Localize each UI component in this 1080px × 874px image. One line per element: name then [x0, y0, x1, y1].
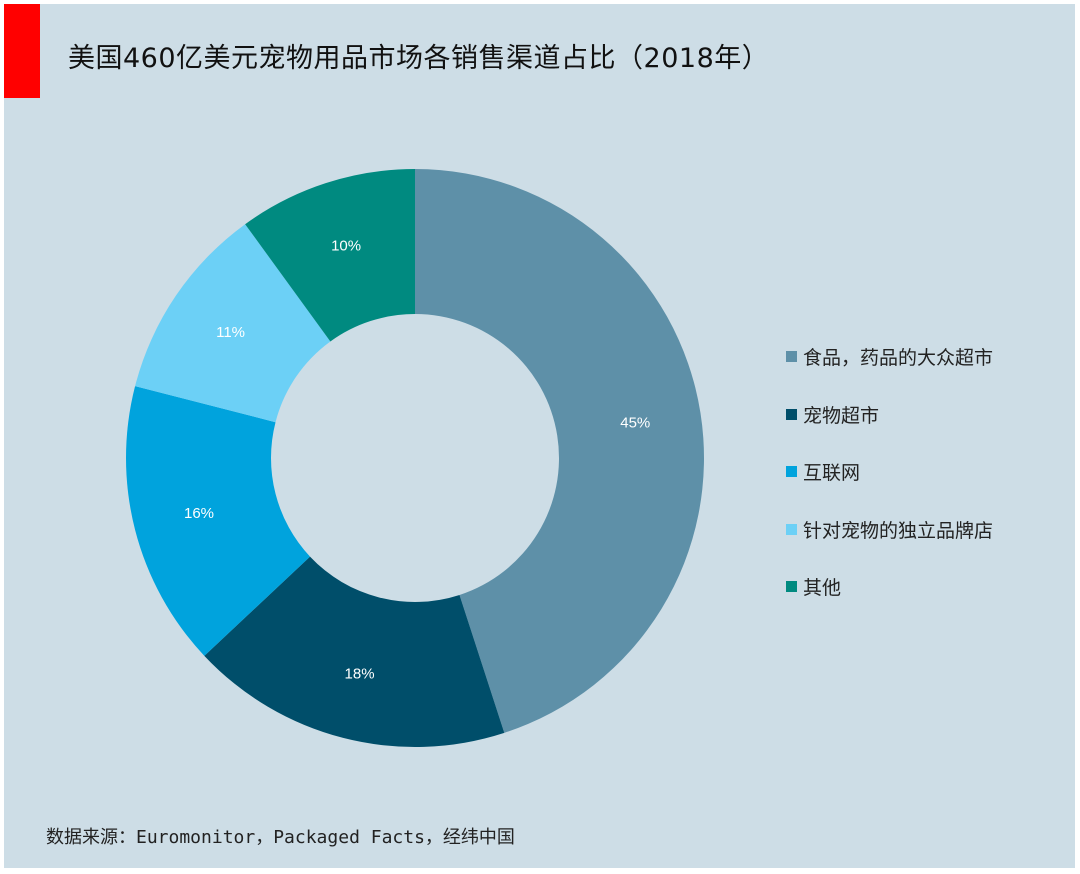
slice-label-5: 10% — [331, 237, 361, 254]
legend-swatch — [786, 466, 797, 477]
title-accent-bar — [4, 4, 40, 98]
legend-label: 宠物超市 — [803, 404, 880, 427]
slice-label-4: 11% — [216, 324, 245, 341]
legend-label: 其他 — [803, 577, 842, 599]
donut-slice-2 — [204, 556, 505, 748]
donut-slice-4 — [135, 224, 331, 423]
legend-item-1: 食品，药品的大众超市 — [786, 342, 993, 371]
donut-slice-1 — [415, 169, 704, 733]
slice-label-1: 45% — [620, 415, 650, 432]
legend-label: 食品，药品的大众超市 — [803, 347, 994, 369]
legend-item-4: 针对宠物的独立品牌店 — [786, 515, 993, 544]
source-note: 数据来源：Euromonitor，Packaged Facts，经纬中国 — [46, 827, 515, 848]
donut-slice-5 — [245, 169, 415, 342]
legend-swatch — [786, 581, 797, 592]
chart-legend: 食品，药品的大众超市 宠物超市互联网针对宠物的独立品牌店 其他 — [786, 342, 993, 630]
legend-item-5: 其他 — [786, 572, 993, 601]
legend-item-3: 互联网 — [786, 457, 993, 486]
legend-label: 针对宠物的独立品牌店 — [803, 519, 994, 542]
legend-swatch — [786, 351, 797, 362]
legend-swatch — [786, 408, 797, 420]
slice-label-3: 16% — [184, 505, 214, 522]
legend-item-2: 宠物超市 — [786, 400, 993, 429]
donut-slice-3 — [126, 386, 311, 656]
slice-label-2: 18% — [345, 665, 375, 682]
legend-label: 互联网 — [803, 462, 861, 484]
legend-swatch — [786, 523, 797, 535]
chart-title: 美国460亿美元宠物用品市场各销售渠道占比（2018年） — [68, 43, 770, 74]
